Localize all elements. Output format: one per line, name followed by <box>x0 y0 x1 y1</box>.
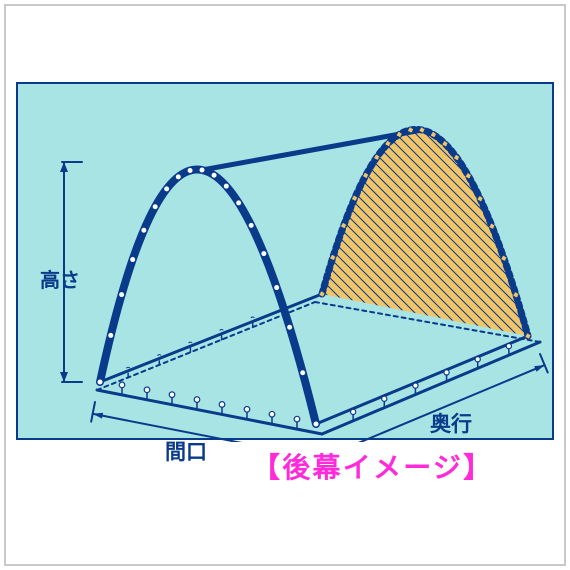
caption: 【後幕イメージ】 <box>252 446 493 486</box>
label-width: 間口 <box>165 436 207 466</box>
label-height: 高さ <box>40 264 80 293</box>
diagram-svg <box>18 84 556 442</box>
label-depth: 奥行 <box>430 408 472 438</box>
diagram-panel <box>16 82 554 440</box>
stage: 高さ 間口 奥行 【後幕イメージ】 <box>0 0 570 570</box>
